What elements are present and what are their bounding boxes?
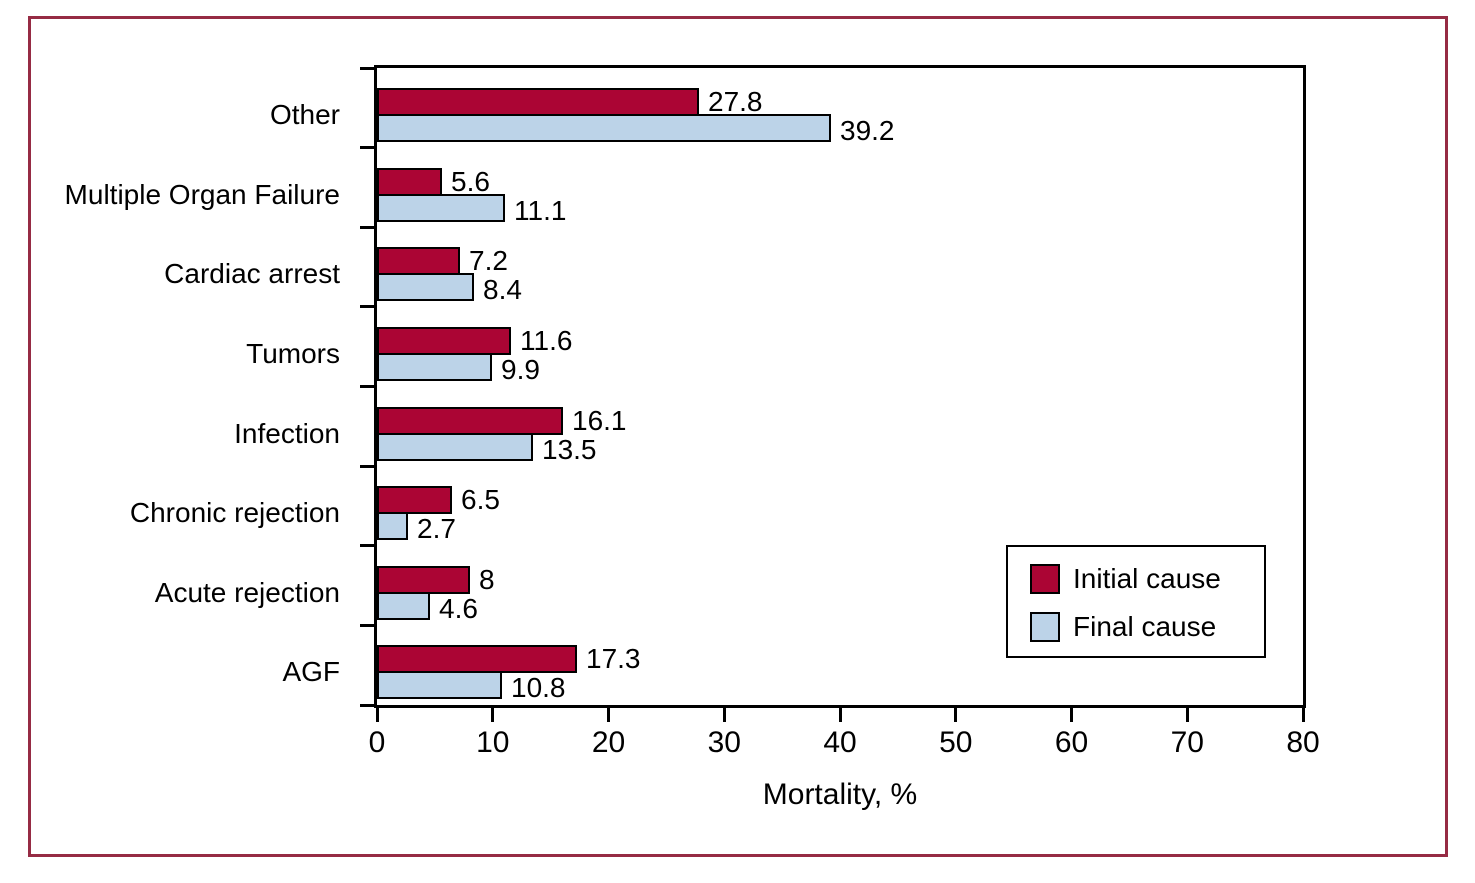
x-axis-tick-label: 20 [591, 726, 626, 759]
bar-final-cause [377, 114, 831, 142]
category-label: Acute rejection [154, 576, 340, 608]
x-axis-tick [1185, 708, 1189, 722]
bar-initial-cause [377, 406, 563, 435]
x-axis-tick-label: 60 [1054, 726, 1089, 759]
x-axis-tick-label: 70 [1170, 726, 1204, 759]
bar-value-label: 4.6 [439, 592, 478, 624]
category-label: Other [269, 99, 340, 130]
x-axis-tick-label: 0 [368, 726, 386, 759]
bar-value-label: 16.1 [572, 404, 627, 436]
bar-initial-cause [377, 565, 470, 594]
y-axis-tick [360, 146, 374, 150]
x-axis-tick [1070, 708, 1073, 722]
bar-value-label: 2.7 [417, 513, 456, 545]
x-axis-tick [1301, 708, 1305, 722]
x-axis-tick [491, 708, 495, 722]
category-label: Tumors [246, 337, 340, 369]
x-axis-tick-label: 80 [1286, 726, 1320, 759]
x-axis-tick-label: 10 [476, 726, 510, 759]
legend-swatch-initial-cause [1030, 564, 1060, 594]
y-axis-tick [360, 544, 374, 548]
bar-value-label: 10.8 [511, 672, 566, 704]
bar-final-cause [377, 193, 505, 222]
legend-label-final-cause: Final cause [1073, 611, 1217, 642]
category-label: AGF [282, 656, 340, 688]
x-axis-tick [954, 708, 958, 722]
bar-initial-cause [377, 167, 442, 196]
category-label: Cardiac arrest [164, 258, 340, 290]
y-axis-tick [360, 703, 374, 707]
bar-final-cause [377, 512, 408, 541]
legend: Initial cause Final cause [1006, 545, 1266, 658]
bar-value-label: 11.1 [514, 194, 567, 226]
x-axis-tick-label: 50 [939, 726, 973, 759]
x-axis-tick [722, 708, 726, 722]
bar-value-label: 6.5 [461, 484, 500, 516]
x-axis-tick [375, 708, 379, 722]
y-axis-tick [360, 623, 374, 627]
bar-initial-cause [377, 486, 452, 515]
bar-final-cause [377, 432, 533, 461]
plot-area: 27.8 39.2 5.6 11.1 7.2 8.4 11.6 9.9 16.1 13.5 6.5 2… [374, 65, 1306, 708]
bar-final-cause [377, 591, 430, 620]
y-axis-tick [360, 305, 374, 309]
bar-value-label: 39.2 [840, 115, 895, 146]
bar-final-cause [377, 352, 492, 381]
bar-initial-cause [377, 88, 699, 116]
x-axis-tick-label: 30 [707, 726, 741, 759]
category-label: Multiple Organ Failure [64, 178, 340, 210]
bar-value-label: 13.5 [542, 433, 597, 465]
y-axis-tick [360, 66, 374, 70]
y-axis-tick [360, 225, 374, 229]
bar-value-label: 8 [479, 563, 495, 595]
bar-value-label: 9.9 [501, 353, 540, 385]
bar-value-label: 7.2 [469, 245, 508, 277]
bar-initial-cause [377, 645, 577, 674]
x-axis-tick [607, 708, 610, 722]
bar-final-cause [377, 273, 474, 302]
legend-swatch-final-cause [1030, 612, 1060, 642]
legend-entry-final-cause: Final cause [1030, 611, 1216, 643]
y-axis-tick [360, 464, 374, 468]
bar-initial-cause [377, 326, 511, 355]
x-axis-title: Mortality, % [762, 778, 918, 811]
y-axis-tick [360, 385, 374, 388]
bar-value-label: 8.4 [483, 274, 522, 306]
category-label: Infection [234, 417, 340, 449]
bar-value-label: 11.6 [520, 324, 573, 356]
legend-label-initial-cause: Initial cause [1073, 563, 1221, 594]
bar-value-label: 17.3 [586, 643, 641, 675]
bar-final-cause [377, 671, 502, 700]
legend-entry-initial-cause: Initial cause [1030, 563, 1221, 595]
category-label: Chronic rejection [129, 497, 340, 529]
bar-value-label: 27.8 [708, 86, 763, 117]
bar-initial-cause [377, 247, 460, 276]
x-axis-tick [838, 708, 842, 722]
bar-value-label: 5.6 [451, 165, 490, 197]
x-axis-tick-label: 40 [823, 726, 857, 759]
